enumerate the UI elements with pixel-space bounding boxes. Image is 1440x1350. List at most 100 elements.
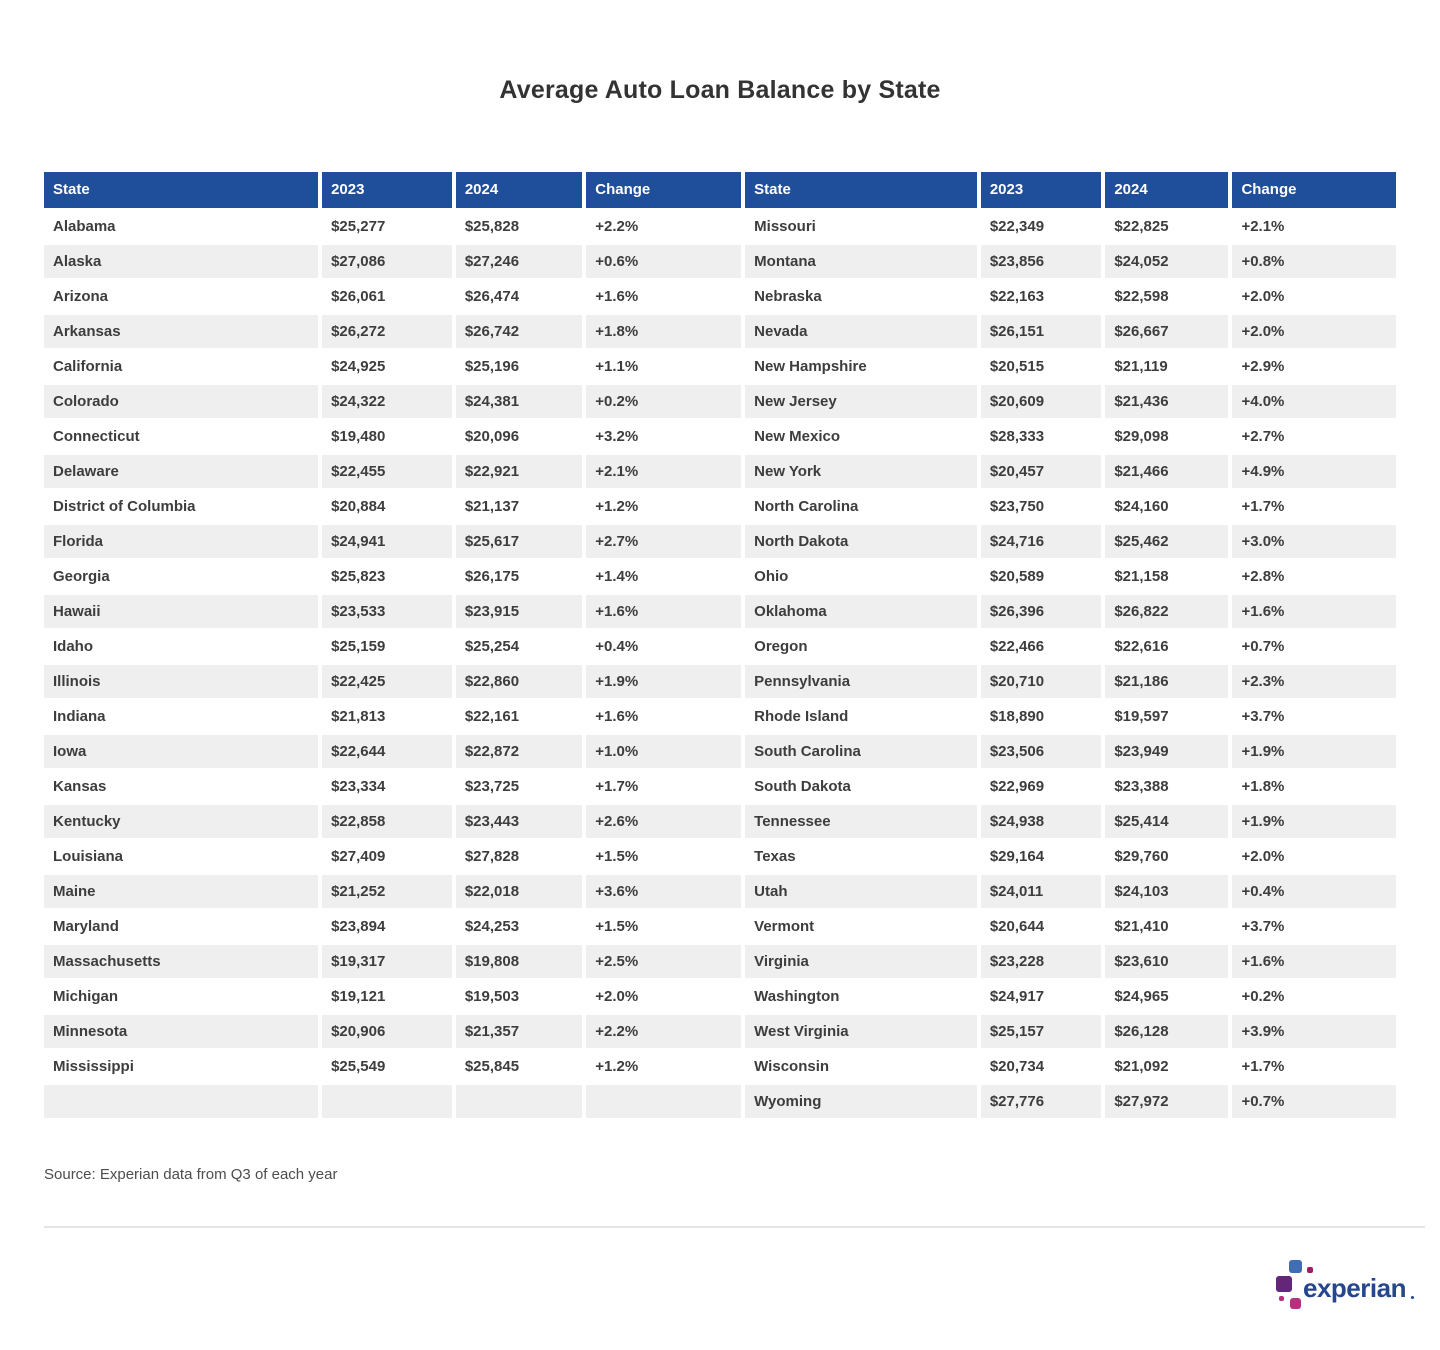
cell-2024: $26,667	[1105, 315, 1229, 348]
cell-state: Kansas	[44, 770, 319, 803]
cell-state: Mississippi	[44, 1050, 319, 1083]
cell-change: +2.9%	[1232, 350, 1396, 383]
table-row: Alabama $25,277 $25,828 +2.2% Missouri $22,34…	[44, 210, 1396, 243]
table-row: Florida $24,941 $25,617 +2.7% North Dakota $2…	[44, 525, 1396, 558]
cell-change: +0.7%	[1232, 1085, 1396, 1118]
header-change: Change	[586, 172, 742, 208]
cell-change: +1.6%	[1232, 945, 1396, 978]
cell-2024: $23,915	[455, 595, 583, 628]
cell-2024: $21,092	[1105, 1050, 1229, 1083]
cell-2023: $19,317	[322, 945, 452, 978]
cell-state: Nevada	[745, 315, 977, 348]
table-row: Massachusetts $19,317 $19,808 +2.5% Virginia…	[44, 945, 1396, 978]
cell-2024: $29,098	[1105, 420, 1229, 453]
cell-change: +1.6%	[586, 280, 742, 313]
cell-state: South Carolina	[745, 735, 977, 768]
table-row: Hawaii $23,533 $23,915 +1.6% Oklahoma $26,396…	[44, 595, 1396, 628]
cell-state: Tennessee	[745, 805, 977, 838]
cell-change: +2.8%	[1232, 560, 1396, 593]
cell-2024: $24,160	[1105, 490, 1229, 523]
cell-2023: $25,277	[322, 210, 452, 243]
header-2023: 2023	[322, 172, 452, 208]
cell-state: Pennsylvania	[745, 665, 977, 698]
cell-state: Iowa	[44, 735, 319, 768]
cell-change: +2.2%	[586, 1015, 742, 1048]
cell-2024: $25,462	[1105, 525, 1229, 558]
logo-square-magenta-icon	[1290, 1298, 1301, 1309]
cell-state: Maine	[44, 875, 319, 908]
cell-2024: $21,119	[1105, 350, 1229, 383]
cell-2023: $22,455	[322, 455, 452, 488]
cell-2023: $29,164	[980, 840, 1102, 873]
cell-change: +1.4%	[586, 560, 742, 593]
cell-state: Louisiana	[44, 840, 319, 873]
cell-2024: $22,018	[455, 875, 583, 908]
cell-state: South Dakota	[745, 770, 977, 803]
cell-2024: $21,410	[1105, 910, 1229, 943]
cell-2024: $22,860	[455, 665, 583, 698]
cell-state: Texas	[745, 840, 977, 873]
cell-2023: $27,086	[322, 245, 452, 278]
cell-2023: $22,349	[980, 210, 1102, 243]
cell-2023: $20,884	[322, 490, 452, 523]
cell-change	[586, 1085, 742, 1118]
cell-2023: $23,533	[322, 595, 452, 628]
cell-state: Missouri	[745, 210, 977, 243]
cell-state: Indiana	[44, 700, 319, 733]
cell-2023: $24,011	[980, 875, 1102, 908]
cell-state: Oregon	[745, 630, 977, 663]
table-row: District of Columbia $20,884 $21,137 +1.2% N…	[44, 490, 1396, 523]
cell-2023: $22,858	[322, 805, 452, 838]
logo-square-magenta-dot-icon	[1279, 1296, 1284, 1301]
cell-change: +1.6%	[1232, 595, 1396, 628]
cell-state: North Dakota	[745, 525, 977, 558]
cell-change: +1.7%	[1232, 1050, 1396, 1083]
table-row: Kansas $23,334 $23,725 +1.7% South Dakota $22…	[44, 770, 1396, 803]
cell-2023: $23,334	[322, 770, 452, 803]
cell-2024: $27,828	[455, 840, 583, 873]
table-header-row: State 2023 2024 Change State 2023 2024 Change	[44, 172, 1396, 208]
cell-change: +3.7%	[1232, 910, 1396, 943]
cell-change: +2.1%	[1232, 210, 1396, 243]
cell-change: +0.2%	[586, 385, 742, 418]
table-row: Kentucky $22,858 $23,443 +2.6% Tennessee $24,…	[44, 805, 1396, 838]
cell-2023: $22,466	[980, 630, 1102, 663]
cell-2024: $26,474	[455, 280, 583, 313]
cell-2024: $25,617	[455, 525, 583, 558]
cell-state: California	[44, 350, 319, 383]
logo-trademark-dot	[1411, 1296, 1414, 1299]
cell-state: Illinois	[44, 665, 319, 698]
cell-2023: $23,506	[980, 735, 1102, 768]
cell-state: Wisconsin	[745, 1050, 977, 1083]
header-state: State	[44, 172, 319, 208]
cell-change: +1.9%	[1232, 735, 1396, 768]
cell-2024: $24,381	[455, 385, 583, 418]
page-title: Average Auto Loan Balance by State	[499, 76, 941, 104]
cell-state: Alabama	[44, 210, 319, 243]
cell-2023: $21,813	[322, 700, 452, 733]
cell-2023: $20,457	[980, 455, 1102, 488]
logo-square-purple-icon	[1276, 1276, 1292, 1292]
cell-2023: $25,157	[980, 1015, 1102, 1048]
cell-2024: $22,825	[1105, 210, 1229, 243]
cell-state: Wyoming	[745, 1085, 977, 1118]
cell-2024: $21,186	[1105, 665, 1229, 698]
cell-2024: $22,616	[1105, 630, 1229, 663]
table-row: Maryland $23,894 $24,253 +1.5% Vermont $20,64…	[44, 910, 1396, 943]
cell-change: +2.0%	[1232, 280, 1396, 313]
cell-change: +1.8%	[1232, 770, 1396, 803]
cell-2024: $23,388	[1105, 770, 1229, 803]
cell-change: +2.2%	[586, 210, 742, 243]
cell-state: Nebraska	[745, 280, 977, 313]
cell-2024: $24,103	[1105, 875, 1229, 908]
table-row: Maine $21,252 $22,018 +3.6% Utah $24,011 $24,1…	[44, 875, 1396, 908]
auto-loan-balance-table: State 2023 2024 Change State 2023 2024 Change A…	[40, 170, 1400, 1120]
logo-square-blue-icon	[1289, 1260, 1302, 1273]
cell-change: +1.2%	[586, 490, 742, 523]
cell-state: Massachusetts	[44, 945, 319, 978]
cell-change: +1.6%	[586, 700, 742, 733]
cell-change: +2.3%	[1232, 665, 1396, 698]
cell-2024: $21,137	[455, 490, 583, 523]
table-row: Arkansas $26,272 $26,742 +1.8% Nevada $26,151…	[44, 315, 1396, 348]
